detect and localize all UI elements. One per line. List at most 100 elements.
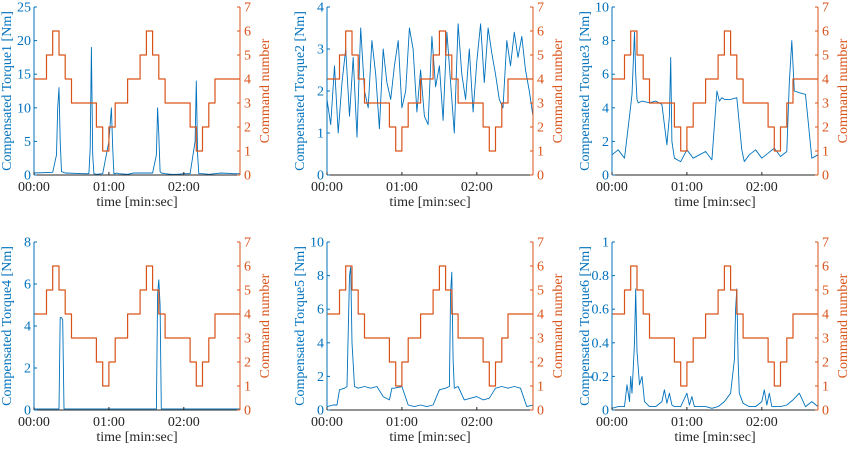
left-axis-label: Compensated Torque4 [Nm] bbox=[0, 246, 15, 406]
x-tick-label: 01:00 bbox=[671, 180, 703, 195]
right-tick-label: 3 bbox=[244, 332, 251, 347]
x-tick-label: 00:00 bbox=[18, 180, 50, 195]
right-tick-label: 2 bbox=[822, 121, 829, 136]
x-tick-label: 01:00 bbox=[93, 415, 125, 430]
left-tick-label: 15 bbox=[17, 68, 31, 83]
right-axis-label: Command number bbox=[551, 38, 566, 143]
right-tick-label: 2 bbox=[537, 121, 544, 136]
x-tick-label: 00:00 bbox=[596, 415, 628, 430]
x-tick-label: 00:00 bbox=[596, 180, 628, 195]
x-tick-label: 01:00 bbox=[386, 415, 418, 430]
right-tick-label: 6 bbox=[822, 25, 829, 40]
x-tick-label: 02:00 bbox=[168, 415, 200, 430]
right-tick-label: 1 bbox=[244, 145, 251, 160]
torque-line bbox=[612, 288, 818, 409]
right-tick-label: 2 bbox=[537, 356, 544, 371]
left-tick-label: 0.8 bbox=[592, 269, 610, 284]
right-tick-label: 0 bbox=[822, 169, 829, 184]
left-tick-label: 20 bbox=[17, 34, 31, 49]
subplot-6: 0 0.2 0.4 0.6 0.8 1 0 1 2 3 4 5 6 7 00:00 01:00 02:00tim… bbox=[578, 236, 851, 446]
x-tick-label: 02:00 bbox=[746, 415, 778, 430]
right-tick-label: 7 bbox=[822, 236, 829, 251]
right-axis-label: Command number bbox=[258, 273, 273, 378]
right-tick-label: 5 bbox=[537, 49, 544, 64]
x-tick-label: 02:00 bbox=[461, 415, 493, 430]
left-tick-label: 10 bbox=[310, 236, 324, 251]
right-tick-label: 0 bbox=[244, 169, 251, 184]
right-tick-label: 0 bbox=[244, 404, 251, 419]
left-tick-label: 2 bbox=[24, 362, 31, 377]
x-axis-label: time [min:sec] bbox=[96, 430, 177, 445]
left-tick-label: 8 bbox=[24, 236, 31, 251]
left-tick-label: 0 bbox=[24, 169, 31, 184]
x-tick-label: 01:00 bbox=[93, 180, 125, 195]
right-tick-label: 5 bbox=[822, 49, 829, 64]
torque-line bbox=[612, 31, 818, 163]
left-axis-label: Compensated Torque2 [Nm] bbox=[293, 11, 308, 171]
x-tick-label: 01:00 bbox=[671, 415, 703, 430]
right-axis-label: Command number bbox=[551, 273, 566, 378]
left-tick-label: 0 bbox=[317, 169, 324, 184]
x-tick-label: 00:00 bbox=[311, 180, 343, 195]
command-number-line bbox=[327, 265, 533, 387]
x-axis-label: time [min:sec] bbox=[96, 195, 177, 210]
left-tick-label: 4 bbox=[602, 101, 609, 116]
right-tick-label: 5 bbox=[537, 284, 544, 299]
right-tick-label: 6 bbox=[537, 260, 544, 275]
x-tick-label: 01:00 bbox=[386, 180, 418, 195]
right-tick-label: 4 bbox=[537, 73, 544, 88]
right-tick-label: 5 bbox=[244, 284, 251, 299]
x-tick-label: 02:00 bbox=[461, 180, 493, 195]
right-tick-label: 1 bbox=[822, 380, 829, 395]
x-axis-label: time [min:sec] bbox=[389, 195, 470, 210]
right-tick-label: 3 bbox=[244, 97, 251, 112]
right-tick-label: 1 bbox=[537, 145, 544, 160]
command-number-line bbox=[612, 30, 818, 152]
x-tick-label: 02:00 bbox=[168, 180, 200, 195]
x-axis-label: time [min:sec] bbox=[674, 195, 755, 210]
right-tick-label: 4 bbox=[244, 73, 251, 88]
x-tick-label: 00:00 bbox=[18, 415, 50, 430]
left-tick-label: 1 bbox=[317, 127, 324, 142]
right-tick-label: 5 bbox=[822, 284, 829, 299]
left-tick-label: 8 bbox=[317, 269, 324, 284]
x-tick-label: 00:00 bbox=[311, 415, 343, 430]
left-tick-label: 2 bbox=[317, 85, 324, 100]
left-tick-label: 6 bbox=[24, 278, 31, 293]
right-tick-label: 1 bbox=[537, 380, 544, 395]
x-axis-label: time [min:sec] bbox=[674, 430, 755, 445]
left-tick-label: 4 bbox=[317, 336, 324, 351]
right-tick-label: 1 bbox=[244, 380, 251, 395]
right-axis-label: Command number bbox=[258, 38, 273, 143]
torque-line bbox=[34, 279, 240, 410]
right-tick-label: 0 bbox=[822, 404, 829, 419]
right-tick-label: 6 bbox=[537, 25, 544, 40]
command-number-line bbox=[612, 265, 818, 387]
left-tick-label: 0.6 bbox=[592, 303, 610, 318]
torque-line bbox=[327, 23, 533, 138]
left-tick-label: 0 bbox=[602, 404, 609, 419]
command-number-line bbox=[34, 265, 240, 387]
right-tick-label: 3 bbox=[822, 332, 829, 347]
left-tick-label: 6 bbox=[317, 303, 324, 318]
right-tick-label: 1 bbox=[822, 145, 829, 160]
right-tick-label: 2 bbox=[244, 121, 251, 136]
right-tick-label: 3 bbox=[537, 97, 544, 112]
left-tick-label: 0 bbox=[317, 404, 324, 419]
left-tick-label: 10 bbox=[17, 101, 31, 116]
left-axis-label: Compensated Torque3 [Nm] bbox=[578, 11, 593, 171]
x-axis-label: time [min:sec] bbox=[389, 430, 470, 445]
left-tick-label: 5 bbox=[24, 135, 31, 150]
right-tick-label: 3 bbox=[537, 332, 544, 347]
right-tick-label: 7 bbox=[537, 1, 544, 16]
left-tick-label: 10 bbox=[595, 1, 609, 16]
left-tick-label: 4 bbox=[24, 320, 31, 335]
right-tick-label: 7 bbox=[822, 1, 829, 16]
right-tick-label: 6 bbox=[244, 25, 251, 40]
left-axis-label: Compensated Torque1 [Nm] bbox=[0, 11, 15, 171]
right-tick-label: 7 bbox=[244, 236, 251, 251]
right-tick-label: 3 bbox=[822, 97, 829, 112]
